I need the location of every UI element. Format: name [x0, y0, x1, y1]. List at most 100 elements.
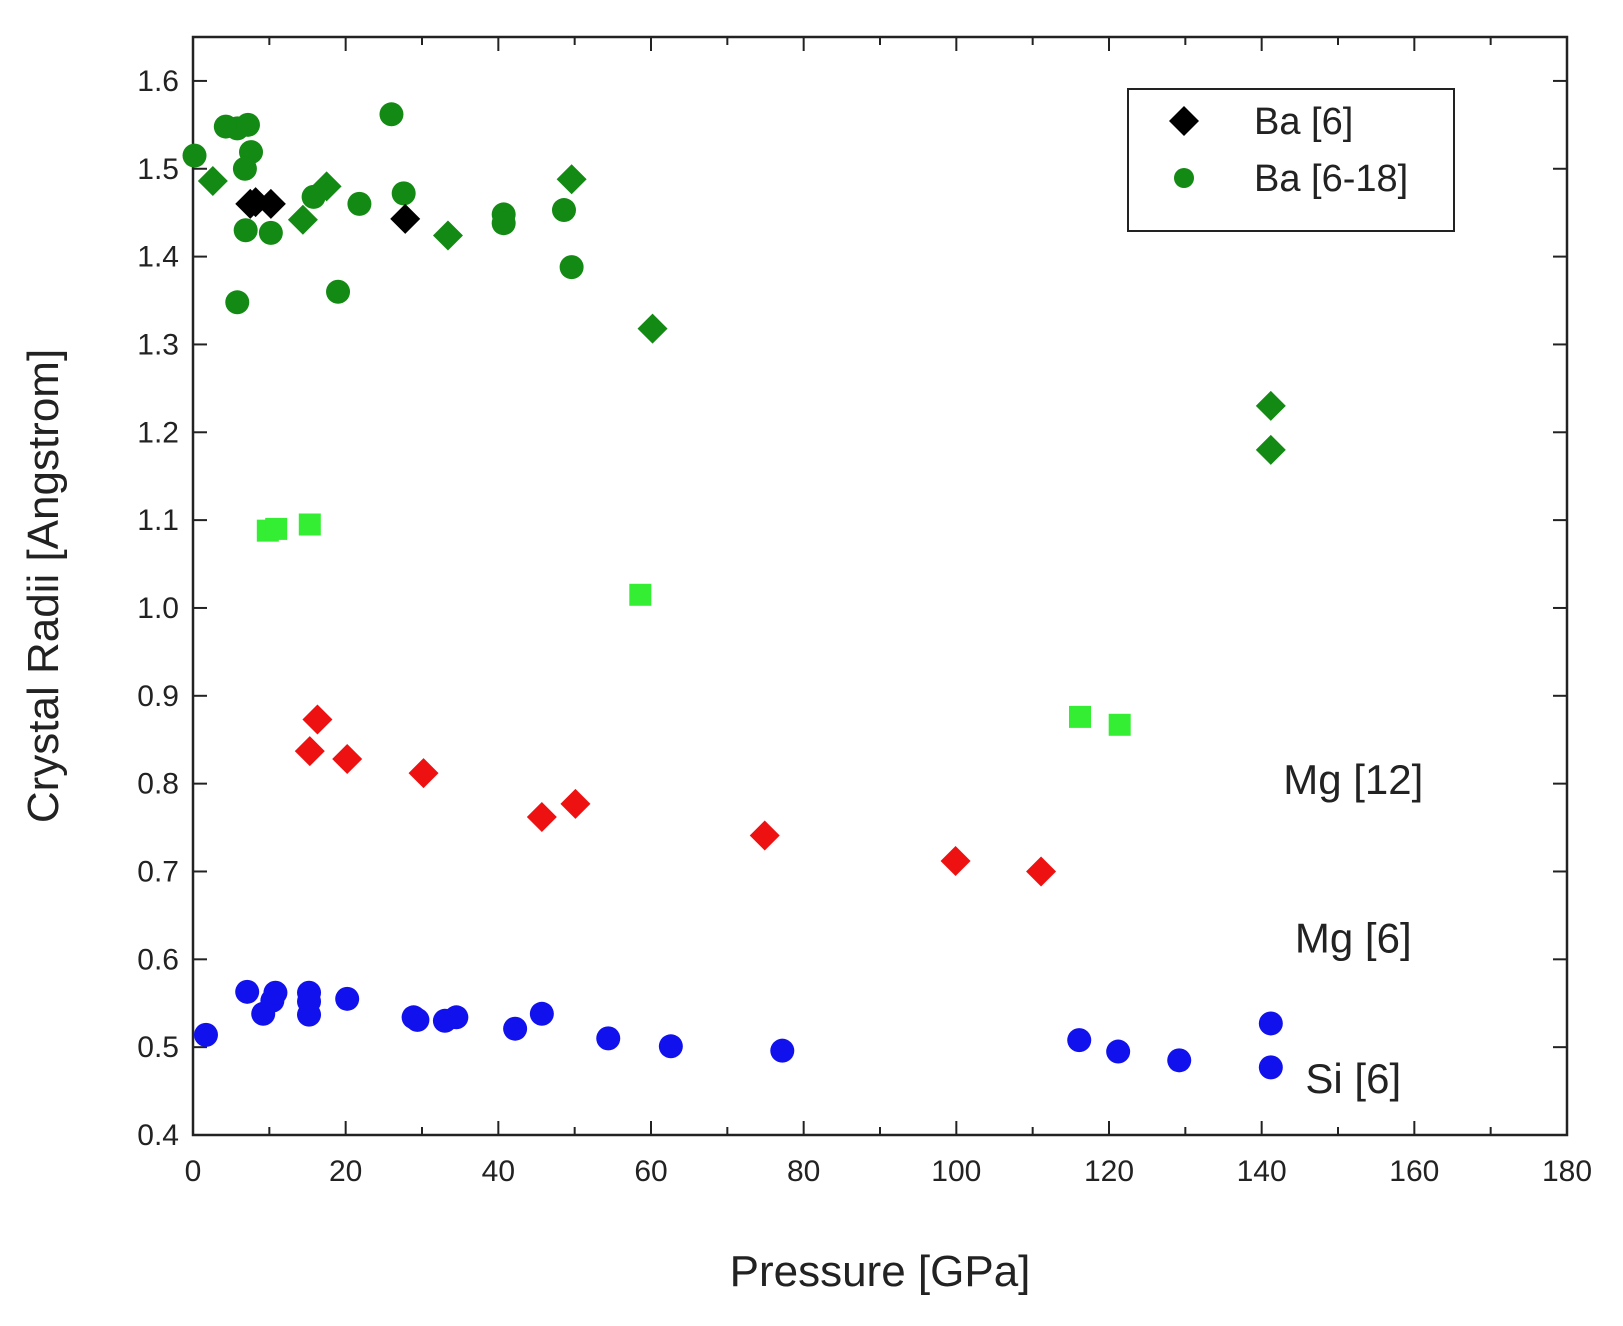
data-point	[1068, 705, 1091, 728]
data-point	[559, 255, 584, 280]
y-tick-label: 0.5	[137, 1031, 179, 1064]
y-tick-label: 1.0	[137, 592, 179, 625]
data-point	[749, 820, 780, 851]
series-si-6-	[193, 979, 1283, 1080]
data-point	[770, 1038, 795, 1063]
y-tick-label: 0.6	[137, 943, 179, 976]
x-tick-label: 20	[329, 1155, 362, 1188]
data-point	[408, 758, 439, 789]
y-axis-title: Crystal Radii [Angstrom]	[19, 349, 68, 823]
data-point	[391, 181, 416, 206]
data-point	[1258, 1011, 1283, 1036]
data-point	[1067, 1028, 1092, 1053]
data-points	[182, 102, 1286, 1080]
y-tick-label: 1.5	[137, 153, 179, 186]
data-point	[347, 191, 372, 216]
data-point	[1255, 390, 1286, 421]
y-tick-label: 1.6	[137, 65, 179, 98]
data-point	[255, 188, 286, 219]
x-tick-label: 180	[1542, 1155, 1592, 1188]
legend-marker-ba6	[1169, 106, 1199, 136]
series-ba-6-18-circles	[182, 102, 584, 315]
data-point	[379, 102, 404, 127]
series-ba-6-18-diamonds	[197, 164, 1286, 465]
y-tick-label: 1.1	[137, 504, 179, 537]
x-tick-label: 120	[1084, 1155, 1134, 1188]
legend: Ba [6] Ba [6-18]	[1127, 88, 1455, 232]
x-axis-title: Pressure [GPa]	[730, 1247, 1031, 1296]
annotation-mg6: Mg [6]	[1295, 914, 1412, 961]
y-tick-label: 1.2	[137, 416, 179, 449]
legend-marker-ba6-18	[1174, 168, 1194, 188]
data-point	[258, 220, 283, 245]
data-point	[1108, 713, 1131, 736]
data-point	[294, 736, 325, 767]
data-point	[233, 218, 258, 243]
data-point	[193, 1022, 218, 1047]
data-point	[503, 1016, 528, 1041]
data-point	[335, 986, 360, 1011]
data-point	[1258, 1055, 1283, 1080]
series-mg-12-	[256, 513, 1131, 736]
data-point	[302, 704, 333, 735]
data-point	[658, 1034, 683, 1059]
x-tick-label: 160	[1389, 1155, 1439, 1188]
data-point	[1026, 856, 1057, 887]
x-tick-label: 60	[634, 1155, 667, 1188]
x-tick-label: 100	[931, 1155, 981, 1188]
y-tick-label: 0.7	[137, 855, 179, 888]
annotations: Mg [12] Mg [6] Si [6]	[1283, 756, 1423, 1102]
x-tick-label: 0	[185, 1155, 202, 1188]
series-ba-6-	[235, 187, 421, 234]
data-point	[1255, 434, 1286, 465]
data-point	[637, 313, 668, 344]
axis-ticks	[192, 37, 1568, 1136]
data-point	[232, 156, 257, 181]
legend-label-ba6: Ba [6]	[1254, 101, 1353, 143]
data-point	[235, 979, 260, 1004]
data-point	[297, 1002, 322, 1027]
data-point	[225, 290, 250, 315]
data-point	[197, 166, 228, 197]
data-point	[551, 198, 576, 223]
data-point	[444, 1005, 469, 1030]
legend-circle-marker	[1174, 168, 1194, 188]
data-point	[298, 513, 321, 536]
data-point	[265, 517, 288, 540]
data-point	[390, 203, 421, 234]
y-tick-label: 0.8	[137, 768, 179, 801]
y-tick-label: 0.4	[137, 1119, 179, 1152]
data-point	[326, 279, 351, 304]
series-mg-6-	[294, 704, 1057, 887]
tick-labels: 0 20 40 60 80 100 120 140 160 180 0.4 0.5 0.6 0.7 0.8 0…	[137, 65, 1592, 1188]
x-tick-label: 80	[787, 1155, 820, 1188]
annotation-si6: Si [6]	[1305, 1055, 1401, 1102]
data-point	[263, 980, 288, 1005]
data-point	[940, 845, 971, 876]
data-point	[432, 220, 463, 251]
data-point	[405, 1007, 430, 1032]
data-point	[596, 1026, 621, 1051]
y-tick-label: 1.4	[137, 241, 179, 274]
data-point	[526, 802, 557, 833]
data-point	[182, 143, 207, 168]
data-point	[1106, 1039, 1131, 1064]
legend-label-ba6-18: Ba [6-18]	[1254, 158, 1408, 200]
data-point	[287, 204, 318, 235]
data-point	[629, 583, 652, 606]
data-point	[235, 112, 260, 137]
data-point	[1167, 1048, 1192, 1073]
y-tick-label: 1.3	[137, 328, 179, 361]
data-point	[560, 788, 591, 819]
x-tick-label: 40	[482, 1155, 515, 1188]
data-point	[311, 171, 342, 202]
data-point	[556, 164, 587, 195]
legend-diamond-marker	[1169, 106, 1199, 136]
x-tick-label: 140	[1237, 1155, 1287, 1188]
data-point	[491, 211, 516, 236]
data-point	[332, 744, 363, 775]
y-tick-label: 0.9	[137, 680, 179, 713]
annotation-mg12: Mg [12]	[1283, 756, 1423, 803]
data-point	[529, 1001, 554, 1026]
